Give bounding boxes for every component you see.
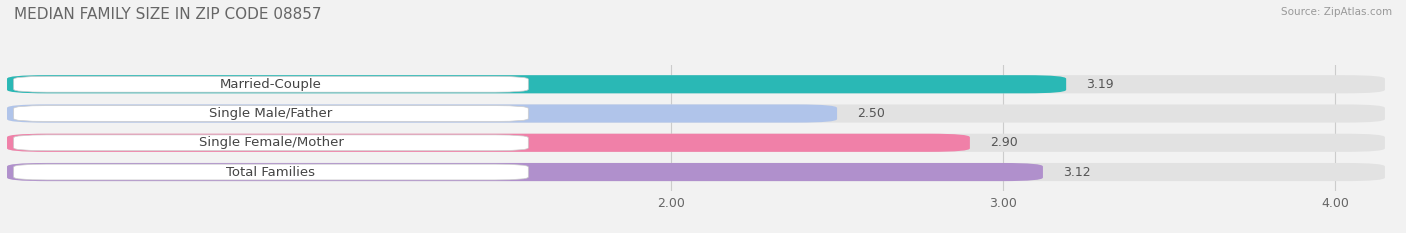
Text: Married-Couple: Married-Couple	[221, 78, 322, 91]
Text: Single Female/Mother: Single Female/Mother	[198, 136, 343, 149]
FancyBboxPatch shape	[7, 75, 1066, 93]
Text: Total Families: Total Families	[226, 165, 315, 178]
FancyBboxPatch shape	[14, 164, 529, 180]
Text: MEDIAN FAMILY SIZE IN ZIP CODE 08857: MEDIAN FAMILY SIZE IN ZIP CODE 08857	[14, 7, 322, 22]
Text: 2.50: 2.50	[858, 107, 884, 120]
FancyBboxPatch shape	[7, 104, 1385, 123]
FancyBboxPatch shape	[7, 134, 970, 152]
Text: 3.12: 3.12	[1063, 165, 1091, 178]
FancyBboxPatch shape	[7, 134, 1385, 152]
FancyBboxPatch shape	[14, 106, 529, 121]
FancyBboxPatch shape	[7, 163, 1043, 181]
Text: 3.19: 3.19	[1085, 78, 1114, 91]
Text: 2.90: 2.90	[990, 136, 1018, 149]
FancyBboxPatch shape	[7, 75, 1385, 93]
Text: Source: ZipAtlas.com: Source: ZipAtlas.com	[1281, 7, 1392, 17]
FancyBboxPatch shape	[14, 135, 529, 151]
FancyBboxPatch shape	[7, 163, 1385, 181]
FancyBboxPatch shape	[14, 76, 529, 92]
Text: Single Male/Father: Single Male/Father	[209, 107, 333, 120]
FancyBboxPatch shape	[7, 104, 837, 123]
